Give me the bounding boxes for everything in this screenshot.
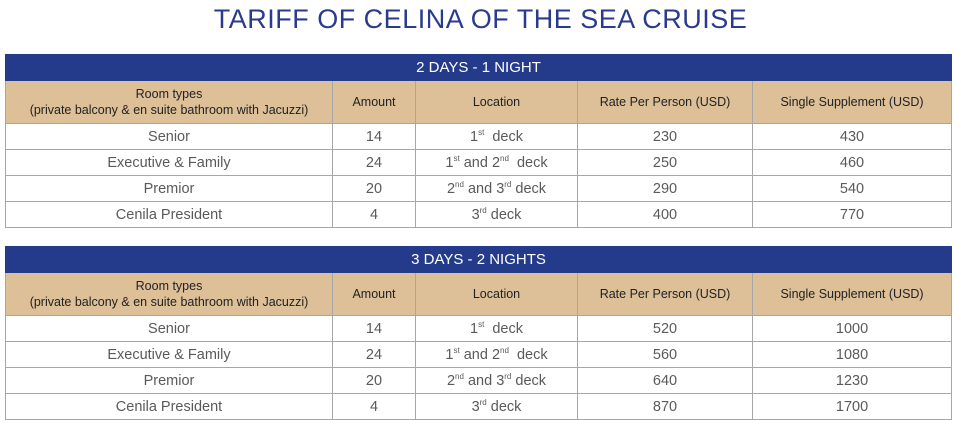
supplement-cell: 770	[751, 201, 953, 228]
table-heading: 2 DAYS - 1 NIGHT	[4, 54, 953, 81]
room-type-cell: Cenila President	[5, 201, 333, 228]
rate-cell: 230	[577, 123, 753, 150]
supplement-cell: 540	[751, 175, 953, 202]
page-title: TARIFF OF CELINA OF THE SEA CRUISE	[213, 4, 748, 34]
rate-cell: 250	[577, 149, 753, 176]
amount-cell: 24	[332, 149, 416, 176]
rate-cell: 520	[577, 315, 753, 342]
table-row: Senior 14 1st deck 230 430	[5, 123, 953, 150]
rate-header: Rate Per Person (USD)	[577, 272, 753, 316]
room-type-cell: Executive & Family	[5, 149, 333, 176]
room-type-cell: Cenila President	[5, 393, 333, 420]
table-row: Premior 20 2nd and 3rd deck 640 1230	[5, 367, 953, 394]
amount-cell: 4	[332, 201, 416, 228]
room-type-cell: Senior	[5, 315, 333, 342]
amount-header: Amount	[332, 80, 416, 124]
rate-header: Rate Per Person (USD)	[577, 80, 753, 124]
tariff-table-2-days: 2 DAYS - 1 NIGHT Room types (private balc…	[4, 54, 953, 228]
room-type-cell: Executive & Family	[5, 341, 333, 368]
room-types-header: Room types (private balcony & en suite ba…	[5, 80, 333, 124]
room-type-cell: Premior	[5, 367, 333, 394]
rate-cell: 560	[577, 341, 753, 368]
room-type-cell: Premior	[5, 175, 333, 202]
location-header: Location	[415, 80, 578, 124]
location-cell: 1st deck	[415, 315, 578, 342]
location-cell: 1st deck	[415, 123, 578, 150]
room-type-cell: Senior	[5, 123, 333, 150]
rate-cell: 870	[577, 393, 753, 420]
room-types-header: Room types (private balcony & en suite ba…	[5, 272, 333, 316]
rate-cell: 640	[577, 367, 753, 394]
supplement-cell: 1230	[751, 367, 953, 394]
amount-cell: 14	[332, 315, 416, 342]
location-cell: 1st and 2nd deck	[415, 149, 578, 176]
location-cell: 1st and 2nd deck	[415, 341, 578, 368]
table-row: Senior 14 1st deck 520 1000	[5, 315, 953, 342]
supplement-cell: 1700	[751, 393, 953, 420]
location-header: Location	[415, 272, 578, 316]
tariff-table-3-days: 3 DAYS - 2 NIGHTS Room types (private bal…	[4, 246, 953, 420]
location-cell: 2nd and 3rd deck	[415, 175, 578, 202]
supplement-cell: 1080	[751, 341, 953, 368]
amount-cell: 14	[332, 123, 416, 150]
supplement-cell: 430	[751, 123, 953, 150]
amount-cell: 20	[332, 367, 416, 394]
supplement-cell: 460	[751, 149, 953, 176]
location-cell: 3rd deck	[415, 201, 578, 228]
supplement-cell: 1000	[751, 315, 953, 342]
table-row: Executive & Family 24 1st and 2nd deck 5…	[5, 341, 953, 368]
amount-cell: 4	[332, 393, 416, 420]
table-row: Cenila President 4 3rd deck 870 1700	[5, 393, 953, 420]
table-row: Premior 20 2nd and 3rd deck 290 540	[5, 175, 953, 202]
supplement-header: Single Supplement (USD)	[751, 272, 953, 316]
table-heading: 3 DAYS - 2 NIGHTS	[4, 246, 953, 273]
supplement-header: Single Supplement (USD)	[751, 80, 953, 124]
table-row: Cenila President 4 3rd deck 400 770	[5, 201, 953, 228]
amount-header: Amount	[332, 272, 416, 316]
table-row: Executive & Family 24 1st and 2nd deck 2…	[5, 149, 953, 176]
rate-cell: 400	[577, 201, 753, 228]
amount-cell: 24	[332, 341, 416, 368]
rate-cell: 290	[577, 175, 753, 202]
location-cell: 3rd deck	[415, 393, 578, 420]
amount-cell: 20	[332, 175, 416, 202]
location-cell: 2nd and 3rd deck	[415, 367, 578, 394]
